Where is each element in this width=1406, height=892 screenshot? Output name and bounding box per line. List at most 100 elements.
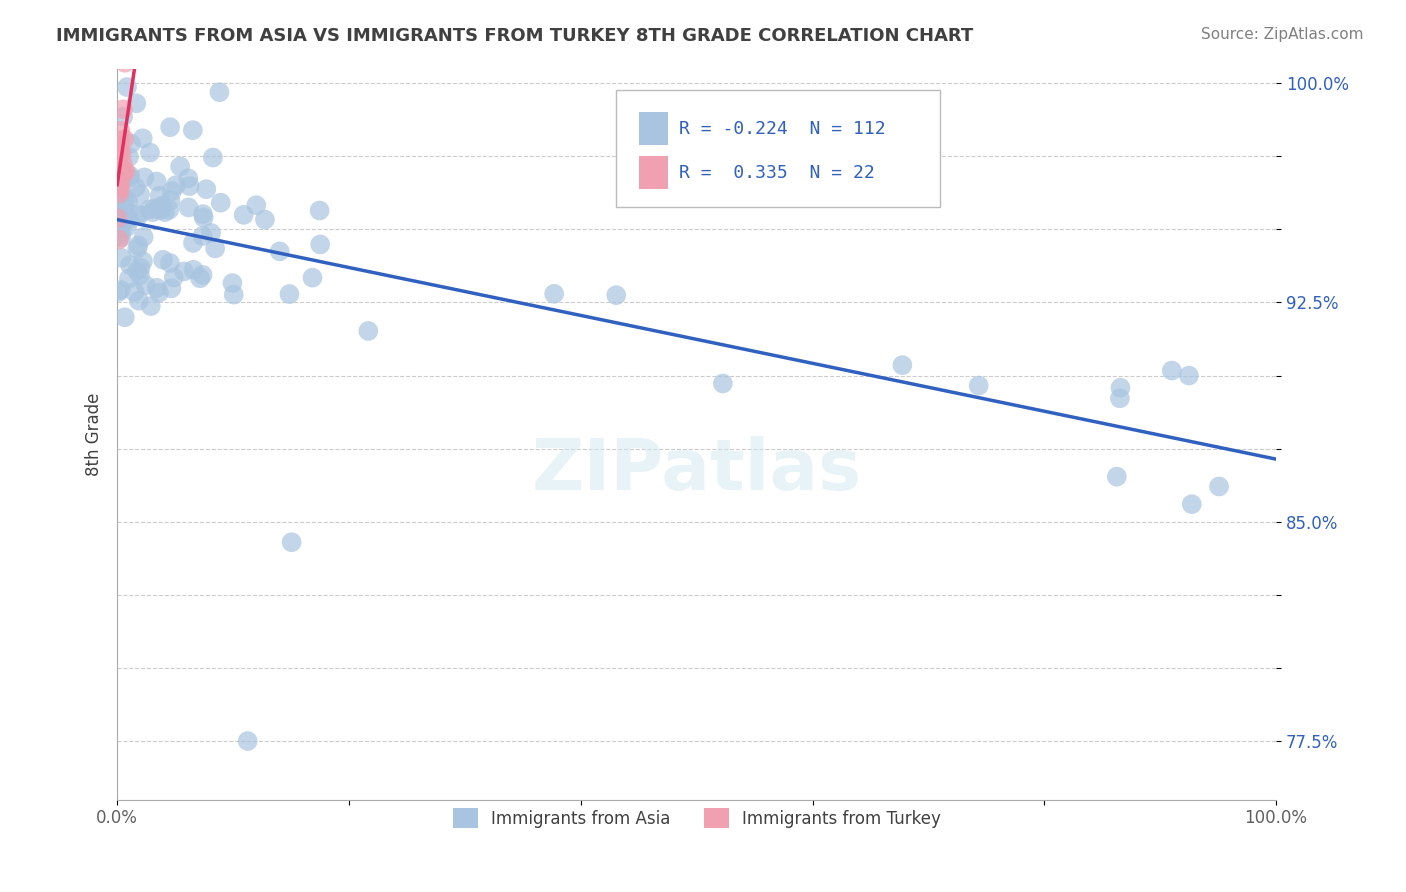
Point [108, 182, 131, 196]
Point [110, 147, 132, 161]
Point [149, 201, 172, 215]
Point [1109, 392, 1132, 406]
Point [711, 376, 734, 391]
Point [1178, 368, 1201, 383]
Point [108, 233, 131, 247]
Point [245, 198, 267, 212]
Text: ZIPatlas: ZIPatlas [531, 436, 862, 505]
Point [129, 260, 152, 275]
Point [111, 217, 134, 231]
Point [280, 535, 302, 549]
Point [118, 211, 141, 226]
Point [181, 123, 204, 137]
Point [149, 203, 172, 218]
Point [183, 262, 205, 277]
Point [110, 230, 132, 244]
Point [141, 205, 163, 219]
Point [111, 167, 134, 181]
Point [152, 199, 174, 213]
Point [128, 293, 150, 308]
Point [193, 211, 215, 225]
Text: IMMIGRANTS FROM ASIA VS IMMIGRANTS FROM TURKEY 8TH GRADE CORRELATION CHART: IMMIGRANTS FROM ASIA VS IMMIGRANTS FROM … [56, 27, 973, 45]
Point [149, 189, 172, 203]
Point [112, 195, 135, 210]
Text: R = -0.224  N = 112: R = -0.224 N = 112 [679, 120, 886, 138]
Point [132, 230, 155, 244]
Point [112, 200, 135, 214]
Point [143, 202, 166, 216]
Text: R =  0.335  N = 22: R = 0.335 N = 22 [679, 164, 875, 182]
Point [114, 55, 136, 70]
Point [127, 242, 149, 256]
Point [134, 170, 156, 185]
Point [107, 161, 129, 176]
Point [301, 270, 323, 285]
Point [232, 208, 254, 222]
Point [108, 194, 131, 209]
Point [108, 134, 131, 148]
Point [160, 281, 183, 295]
Y-axis label: 8th Grade: 8th Grade [86, 392, 103, 475]
Point [967, 378, 990, 392]
Point [135, 278, 157, 293]
Point [209, 195, 232, 210]
Point [188, 271, 211, 285]
Point [165, 178, 187, 193]
Point [115, 219, 138, 234]
Point [124, 180, 146, 194]
Point [605, 288, 627, 302]
Point [1208, 479, 1230, 493]
Point [169, 160, 191, 174]
Point [1109, 381, 1132, 395]
Point [108, 186, 131, 201]
Point [125, 96, 148, 111]
Point [222, 287, 245, 301]
Bar [638, 112, 668, 145]
Point [118, 150, 141, 164]
Point [127, 238, 149, 252]
Point [108, 178, 131, 192]
Point [105, 181, 128, 195]
Point [204, 241, 226, 255]
Point [309, 237, 332, 252]
Point [179, 179, 201, 194]
Point [105, 211, 128, 226]
Point [120, 258, 142, 272]
Point [153, 205, 176, 219]
Point [145, 175, 167, 189]
Point [115, 206, 138, 220]
Point [112, 110, 135, 124]
Point [127, 207, 149, 221]
Legend: Immigrants from Asia, Immigrants from Turkey: Immigrants from Asia, Immigrants from Tu… [446, 801, 948, 835]
Point [200, 226, 222, 240]
Point [114, 213, 136, 227]
Point [159, 194, 181, 208]
Point [111, 187, 134, 202]
Point [114, 310, 136, 325]
Point [110, 144, 132, 158]
Point [111, 251, 134, 265]
Point [138, 202, 160, 217]
Point [129, 187, 152, 202]
Point [115, 211, 138, 225]
Point [108, 220, 131, 235]
Point [1181, 497, 1204, 511]
Point [111, 164, 134, 178]
Point [159, 120, 181, 135]
Point [118, 169, 141, 183]
Point [191, 229, 214, 244]
Point [357, 324, 380, 338]
Point [543, 286, 565, 301]
Point [132, 131, 155, 145]
Text: Source: ZipAtlas.com: Source: ZipAtlas.com [1201, 27, 1364, 42]
Point [114, 164, 136, 178]
Point [891, 358, 914, 372]
Point [195, 182, 218, 196]
Point [181, 235, 204, 250]
Point [117, 194, 139, 208]
Point [111, 157, 134, 171]
Point [127, 264, 149, 278]
Point [107, 285, 129, 299]
Point [129, 268, 152, 283]
Point [112, 132, 135, 146]
